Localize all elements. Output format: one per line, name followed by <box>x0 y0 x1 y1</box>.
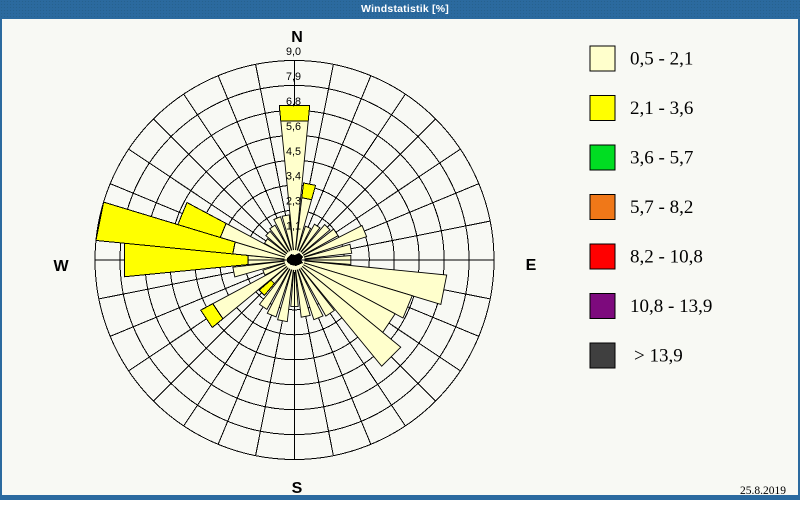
svg-text:2,3: 2,3 <box>286 196 301 208</box>
svg-text:6,8: 6,8 <box>286 96 301 108</box>
svg-text:5,7 - 8,2: 5,7 - 8,2 <box>630 197 693 218</box>
svg-text:10,8 - 13,9: 10,8 - 13,9 <box>630 296 712 317</box>
svg-text:2,1 - 3,6: 2,1 - 3,6 <box>630 98 693 119</box>
svg-text:4,5: 4,5 <box>286 146 301 158</box>
svg-text:3,6 - 5,7: 3,6 - 5,7 <box>630 148 693 169</box>
svg-text:E: E <box>526 257 537 274</box>
svg-text:3,4: 3,4 <box>286 171 301 183</box>
svg-text:S: S <box>292 480 303 497</box>
svg-text:> 13,9: > 13,9 <box>634 346 683 367</box>
svg-text:7,9: 7,9 <box>286 71 301 83</box>
svg-text:9,0: 9,0 <box>286 46 301 58</box>
svg-text:25.8.2019: 25.8.2019 <box>740 485 786 497</box>
svg-text:W: W <box>53 258 69 275</box>
svg-text:5,6: 5,6 <box>286 121 301 133</box>
svg-text:8,2 - 10,8: 8,2 - 10,8 <box>630 247 703 268</box>
svg-text:N: N <box>291 29 303 46</box>
svg-text:1,1: 1,1 <box>286 221 301 233</box>
svg-text:0,5 - 2,1: 0,5 - 2,1 <box>630 49 693 70</box>
